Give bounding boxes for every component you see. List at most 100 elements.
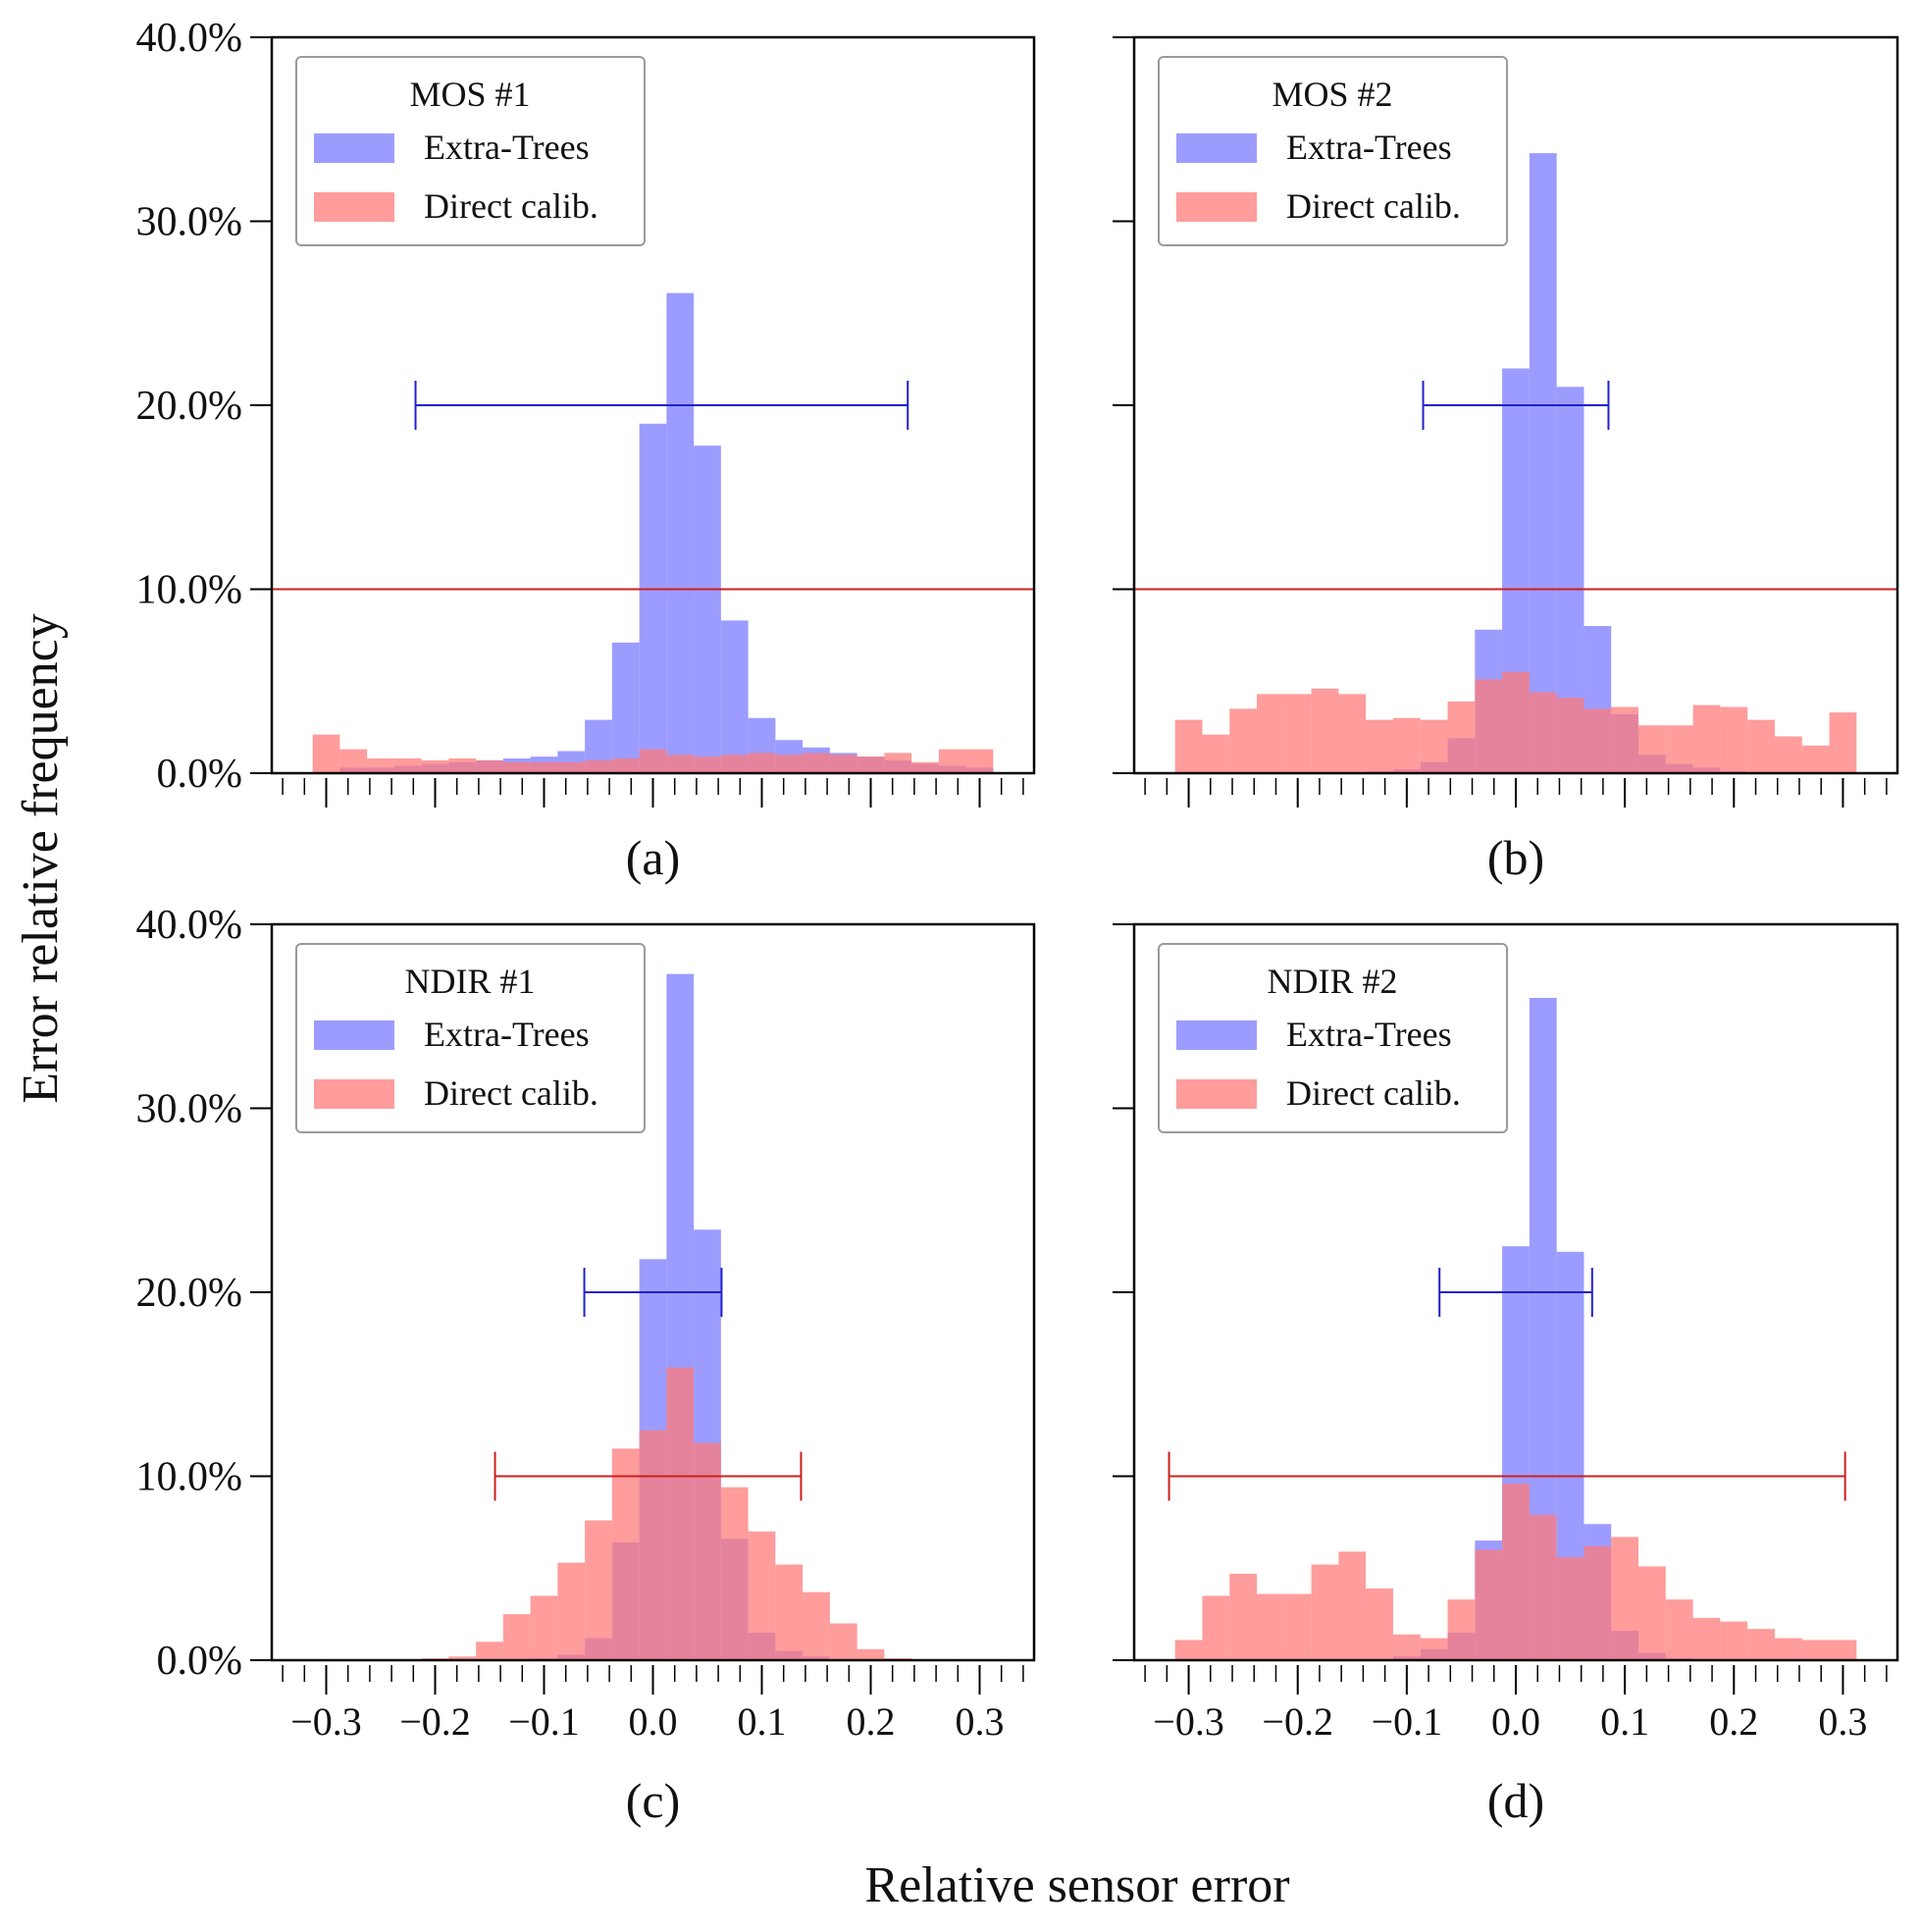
histogram-bar (421, 759, 449, 773)
histogram-bar (1829, 1640, 1857, 1660)
legend-label: Direct calib. (424, 1073, 598, 1113)
legend-label: Direct calib. (1286, 186, 1461, 226)
legend-label: Extra-Trees (424, 128, 590, 167)
error-bar (414, 381, 909, 430)
legend-swatch (1176, 192, 1257, 222)
histogram-bar (666, 755, 695, 773)
legend: MOS #1 Extra-Trees Direct calib. (295, 56, 646, 246)
histogram-bar (1720, 1621, 1748, 1660)
legend-swatch (1176, 1079, 1257, 1109)
legend-title: NDIR #2 (1268, 962, 1398, 1001)
y-tick-label: 40.0% (136, 903, 243, 948)
y-tick-label: 10.0% (136, 568, 243, 613)
x-tick-label: −0.2 (1262, 1699, 1333, 1744)
error-bar (1168, 1451, 1846, 1501)
error-bar (1422, 381, 1610, 430)
legend-label: Extra-Trees (1286, 128, 1452, 167)
histogram-bar (1311, 688, 1339, 773)
histogram-bar (476, 1642, 503, 1660)
histogram-bar (1174, 1640, 1203, 1660)
histogram-bar (1257, 1593, 1284, 1660)
histogram-bar (720, 1487, 749, 1660)
histogram-bar (720, 755, 749, 773)
series-extra-trees (339, 292, 994, 773)
histogram-bar (1747, 1629, 1775, 1660)
panel-label: (c) (626, 1773, 681, 1828)
histogram-bar (1338, 1551, 1367, 1660)
histogram-bar (857, 1648, 885, 1660)
histogram-bar (1584, 1545, 1612, 1660)
histogram-bar (965, 749, 994, 773)
series-direct-calib (312, 734, 994, 773)
histogram-bar (639, 423, 667, 773)
histogram-bar (530, 761, 558, 773)
legend-title: MOS #2 (1272, 75, 1392, 114)
legend: MOS #2 Extra-Trees Direct calib. (1158, 56, 1508, 246)
x-tick-label: 0.2 (847, 1699, 896, 1744)
legend: NDIR #2 Extra-Trees Direct calib. (1158, 943, 1508, 1133)
histogram-bar (1747, 719, 1775, 773)
histogram-bar (1475, 679, 1503, 773)
y-tick-label: 30.0% (136, 200, 243, 245)
legend-label: Extra-Trees (424, 1015, 590, 1054)
histogram-bar (1665, 725, 1693, 773)
histogram-bar (1202, 734, 1230, 773)
legend-swatch (314, 1079, 394, 1109)
histogram-bar (1229, 708, 1258, 773)
legend-swatch (1176, 133, 1257, 163)
histogram-bar (639, 1430, 667, 1660)
histogram-bar (1392, 717, 1421, 773)
x-tick-label: −0.3 (290, 1699, 362, 1744)
y-tick-label: 0.0% (157, 1639, 243, 1684)
histogram-bar (1556, 1557, 1584, 1660)
y-tick-label: 30.0% (136, 1087, 243, 1132)
x-tick-label: 0.0 (1491, 1699, 1540, 1744)
histogram-bar (1338, 694, 1367, 773)
panel-label: (d) (1487, 1773, 1544, 1828)
x-tick-label: 0.1 (738, 1699, 787, 1744)
x-tick-label: 0.3 (1818, 1699, 1867, 1744)
y-tick-label: 40.0% (136, 16, 243, 61)
histogram-bar (502, 761, 531, 773)
histogram-bar (1720, 706, 1748, 773)
y-tick-label: 0.0% (157, 752, 243, 797)
histogram-bar (611, 642, 640, 773)
histogram-bar (1311, 1564, 1339, 1660)
x-tick-label: 0.2 (1709, 1699, 1758, 1744)
histogram-bar (557, 761, 586, 773)
error-bar (1438, 1268, 1593, 1317)
legend-title: MOS #1 (409, 75, 530, 114)
histogram-bar (1611, 1537, 1639, 1660)
histogram-bar (312, 734, 340, 773)
panel-3: 0.0% 10.0% 20.0% 30.0% 40.0% −0.3 −0.2 −0.1 0.0 0… (136, 903, 1036, 1828)
histogram-bar (1229, 1573, 1258, 1660)
error-bar (583, 1268, 723, 1317)
histogram-bar (775, 1564, 804, 1660)
histogram-bar (1556, 698, 1584, 773)
y-tick-label: 20.0% (136, 384, 243, 429)
series-direct-calib (421, 1367, 912, 1660)
legend-label: Direct calib. (424, 186, 598, 226)
histogram-bar (775, 755, 804, 773)
histogram-bar (611, 1448, 640, 1660)
histogram-bar (1202, 1595, 1230, 1660)
histogram-bar (1447, 1599, 1476, 1660)
x-tick-label: 0.0 (629, 1699, 678, 1744)
legend-title: NDIR #1 (405, 962, 536, 1001)
histogram-bar (1774, 736, 1802, 773)
legend: NDIR #1 Extra-Trees Direct calib. (295, 943, 646, 1133)
histogram-bar (1692, 705, 1721, 773)
x-tick-label: −0.1 (1372, 1699, 1443, 1744)
panels-group: 0.0% 10.0% 20.0% 30.0% 40.0% (a) MOS #1 Extra-T… (136, 16, 1899, 1828)
histogram-bar (1502, 1484, 1530, 1660)
histogram-bar (720, 620, 749, 773)
x-tick-label: −0.1 (508, 1699, 580, 1744)
histogram-bar (857, 757, 885, 773)
histogram-bar (666, 1367, 695, 1660)
histogram-bar (1529, 153, 1557, 773)
panel-label: (b) (1487, 830, 1544, 885)
histogram-bar (1283, 1593, 1312, 1660)
histogram-bar (502, 1614, 531, 1660)
histogram-bar (694, 1442, 721, 1660)
histogram-bar (748, 1531, 776, 1660)
